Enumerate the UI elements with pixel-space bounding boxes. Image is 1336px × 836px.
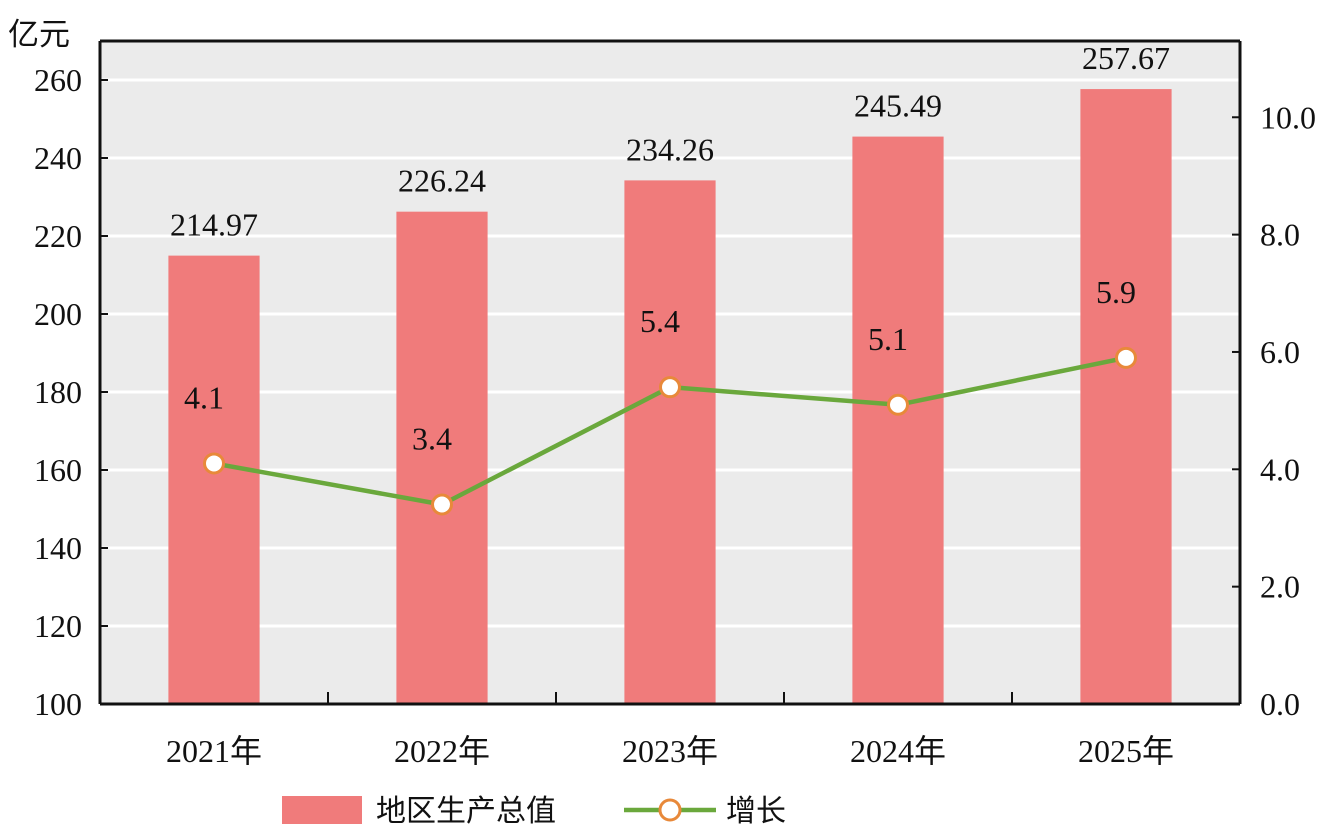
growth-marker [431,493,453,516]
bar-value-label: 245.49 [854,88,942,124]
left-tick-label: 140 [34,530,82,566]
bar-2023年 [624,180,716,705]
legend-label-growth: 增长 [726,794,786,829]
left-axis-unit: 亿元 [8,17,70,53]
left-tick-label: 200 [34,296,82,332]
right-tick-label: 0.0 [1260,686,1300,722]
bar-value-label: 257.67 [1082,40,1170,76]
bar-2022年 [396,211,488,704]
x-tick-label: 2022年 [394,733,490,769]
bar-series [168,89,1172,705]
growth-value-label: 5.4 [640,303,680,339]
x-tick-label: 2024年 [850,733,946,769]
bar-2021年 [168,255,260,704]
bar-value-label: 234.26 [626,131,714,167]
bar-value-label: 226.24 [398,163,486,199]
data-labels: 214.97 226.24 234.26 245.49 257.67 4.1 3.4 5.4 5… [170,40,1170,456]
left-tick-label: 100 [34,686,82,722]
bar-2024年 [852,136,944,705]
left-tick-label: 120 [34,608,82,644]
axes: 100 120 140 160 180 200 220 240 260 0.0 2.0 4.0 6.0 8… [34,39,1316,769]
growth-marker [203,452,225,475]
legend: 地区生产总值 增长 [282,794,786,829]
growth-marker [1115,346,1137,369]
right-tick-label: 4.0 [1260,451,1300,487]
growth-marker [887,393,909,416]
right-tick-label: 6.0 [1260,334,1300,370]
right-tick-label: 8.0 [1260,217,1300,253]
legend-label-gdp: 地区生产总值 [376,794,556,829]
left-tick-label: 240 [34,140,82,176]
right-tick-label: 10.0 [1260,99,1316,135]
growth-value-label: 4.1 [184,379,224,415]
x-tick-label: 2025年 [1078,733,1174,769]
right-tick-label: 2.0 [1260,569,1300,605]
bar-2025年 [1080,89,1172,705]
growth-value-label: 5.9 [1096,274,1136,310]
line-series [203,346,1137,516]
left-tick-label: 220 [34,218,82,254]
growth-value-label: 3.4 [412,421,452,457]
growth-value-label: 5.1 [868,321,908,357]
legend-bar-swatch [282,796,362,824]
left-tick-label: 180 [34,374,82,410]
x-tick-label: 2021年 [166,733,262,769]
left-tick-label: 260 [34,62,82,98]
x-tick-label: 2023年 [622,733,718,769]
left-tick-label: 160 [34,452,82,488]
legend-marker-swatch [658,798,682,822]
growth-marker [659,376,681,399]
bar-value-label: 214.97 [170,207,258,243]
